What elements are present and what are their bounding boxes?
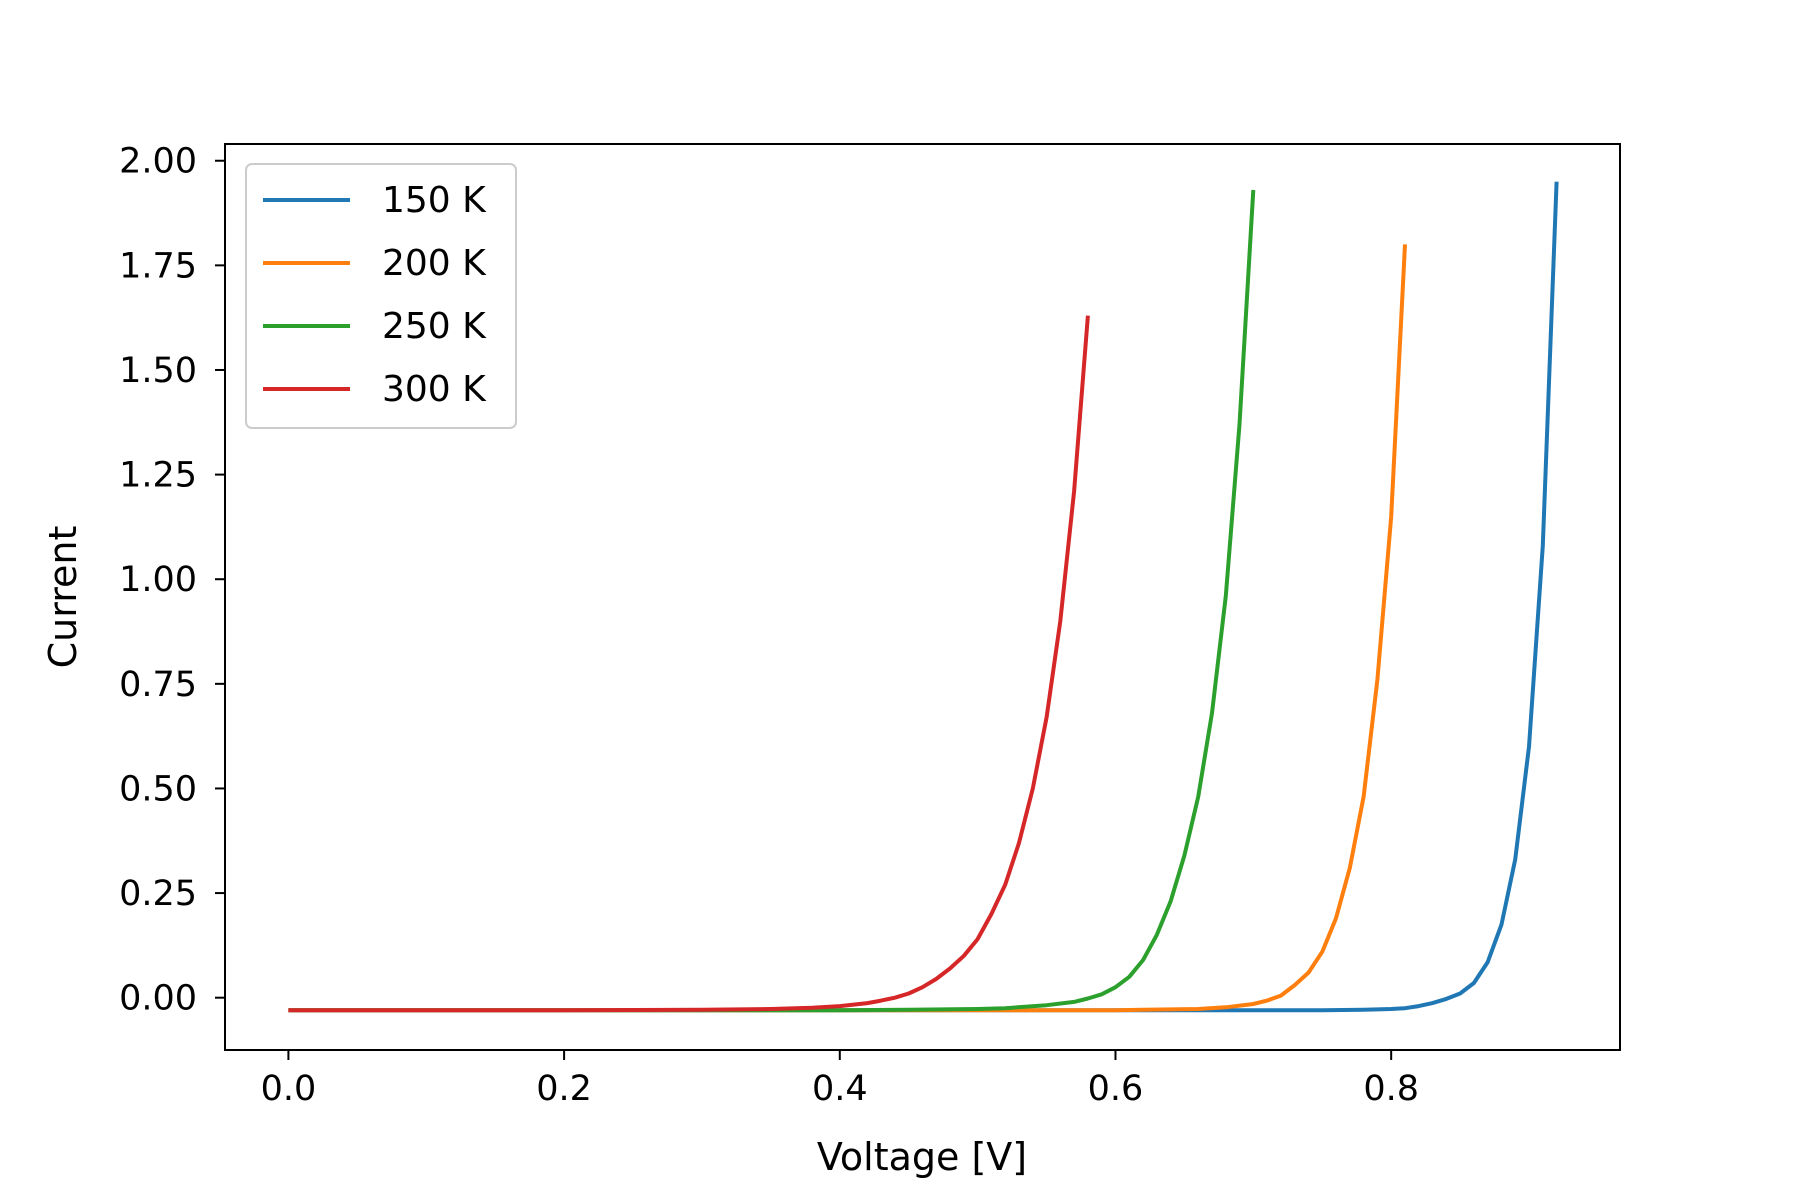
plot-frame [224, 143, 1621, 1051]
x-tick-label: 0.6 [1088, 1069, 1144, 1109]
x-tick-label: 0.8 [1363, 1069, 1419, 1109]
x-tick-label: 0.2 [536, 1069, 592, 1109]
legend-label: 250 K [382, 306, 487, 347]
legend-label: 150 K [382, 180, 487, 221]
y-tick-label: 0.00 [119, 979, 197, 1019]
x-tick-label: 0.4 [812, 1069, 868, 1109]
legend: 150 K 200 K 250 K 300 K [245, 163, 517, 429]
y-tick-label: 1.75 [119, 246, 197, 286]
x-axis: 0.0 0.2 0.4 0.6 0.8 [261, 1050, 1419, 1109]
y-tick-label: 2.00 [119, 142, 197, 182]
y-tick-label: 1.25 [119, 456, 197, 496]
y-tick-label: 0.75 [119, 665, 197, 705]
y-tick-label: 1.50 [119, 351, 197, 391]
y-tick-label: 0.50 [119, 769, 197, 809]
y-tick-label: 0.25 [119, 874, 197, 914]
y-tick-label: 1.00 [119, 560, 197, 600]
series-line-300k [288, 315, 1090, 1013]
y-axis-label: Current [41, 526, 85, 669]
legend-label: 300 K [382, 369, 487, 410]
y-axis: 0.00 0.25 0.50 0.75 1.00 1.25 1.50 1.75 2.00 [119, 142, 225, 1019]
legend-box [245, 163, 517, 429]
legend-label: 200 K [382, 243, 487, 284]
series-layer [288, 181, 1559, 1013]
x-tick-label: 0.0 [261, 1069, 317, 1109]
x-axis-label: Voltage [V] [817, 1135, 1027, 1179]
